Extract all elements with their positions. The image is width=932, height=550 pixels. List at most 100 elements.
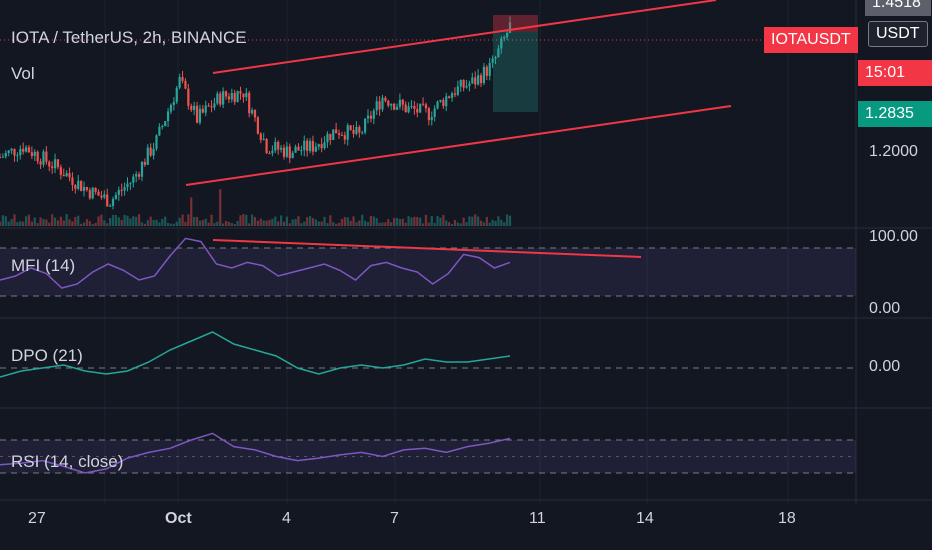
candle-body bbox=[297, 146, 300, 151]
candle-body bbox=[453, 93, 457, 95]
volume-bar bbox=[369, 215, 373, 226]
candle-body bbox=[106, 194, 109, 207]
candle-body bbox=[468, 83, 471, 87]
volume-bar bbox=[259, 218, 262, 226]
candle-body bbox=[387, 100, 390, 106]
candle-body bbox=[419, 103, 422, 113]
candle-body bbox=[135, 174, 138, 177]
candle-body bbox=[10, 148, 13, 151]
candle-body bbox=[88, 189, 91, 199]
candle-body bbox=[277, 141, 280, 150]
candle-body bbox=[488, 62, 491, 76]
candle-body bbox=[268, 153, 271, 155]
volume-bar bbox=[456, 222, 459, 226]
candle-body bbox=[358, 127, 361, 133]
candle-body bbox=[68, 173, 71, 178]
volume-bar bbox=[468, 216, 471, 226]
volume-bar bbox=[27, 214, 31, 226]
volume-bar bbox=[59, 216, 62, 226]
candle-body bbox=[198, 108, 202, 123]
volume-bar bbox=[184, 221, 187, 226]
volume-bar bbox=[413, 216, 416, 226]
candle-body bbox=[94, 187, 97, 192]
volume-bar bbox=[149, 216, 152, 226]
volume-bar bbox=[172, 223, 175, 226]
candle-body bbox=[248, 92, 251, 114]
candle-body bbox=[459, 79, 462, 87]
volume-bar bbox=[100, 214, 103, 226]
top-price-tag: 1.4518 bbox=[865, 0, 931, 16]
candle-body bbox=[19, 148, 22, 156]
currency-selector[interactable]: USDT bbox=[868, 21, 928, 47]
volume-bar bbox=[230, 223, 233, 226]
volume-bar bbox=[7, 221, 10, 226]
candle-body bbox=[126, 183, 129, 188]
candle-body bbox=[71, 177, 74, 186]
candle-body bbox=[416, 108, 419, 113]
volume-bar bbox=[65, 214, 68, 226]
volume-bar bbox=[262, 220, 265, 226]
candle-body bbox=[97, 191, 100, 196]
candle-body bbox=[271, 150, 274, 154]
mfi-band-fill bbox=[0, 248, 856, 296]
volume-bar bbox=[48, 222, 51, 226]
candle-body bbox=[471, 77, 474, 84]
x-tick-11: 11 bbox=[529, 510, 546, 527]
candle-body bbox=[27, 147, 31, 153]
candle-body bbox=[329, 133, 332, 140]
volume-bar bbox=[91, 223, 94, 226]
volume-bar bbox=[323, 216, 326, 226]
volume-bar bbox=[300, 223, 303, 226]
volume-bar bbox=[190, 197, 193, 226]
mfi-pane-label: MFI (14) bbox=[11, 256, 76, 275]
volume-bar bbox=[474, 214, 477, 226]
volume-bar bbox=[277, 221, 280, 226]
volume-bar bbox=[233, 223, 236, 226]
candle-body bbox=[219, 93, 222, 105]
mfi-bottom-label: 0.00 bbox=[869, 300, 901, 317]
candle-body bbox=[436, 101, 439, 109]
volume-bar bbox=[82, 222, 86, 226]
volume-bar bbox=[175, 221, 178, 226]
volume-bar bbox=[462, 217, 465, 226]
candle-body bbox=[74, 185, 77, 189]
volume-bar bbox=[479, 220, 483, 226]
volume-bar bbox=[503, 222, 506, 226]
volume-bar bbox=[256, 220, 259, 226]
volume-bar bbox=[39, 217, 42, 226]
candle-body bbox=[161, 126, 164, 128]
candle-body bbox=[456, 86, 459, 95]
volume-bar bbox=[164, 216, 167, 226]
candle-body bbox=[282, 147, 286, 157]
volume-bar bbox=[106, 223, 109, 226]
volume-bar bbox=[268, 219, 271, 226]
volume-bar bbox=[22, 221, 25, 226]
volume-bar bbox=[109, 217, 112, 226]
mfi-line bbox=[0, 237, 511, 289]
volume-bar bbox=[326, 223, 329, 226]
candle-body bbox=[421, 103, 425, 105]
candle-body bbox=[485, 66, 488, 76]
candle-body bbox=[143, 162, 146, 165]
candle-body bbox=[366, 115, 370, 119]
volume-bar bbox=[416, 216, 419, 226]
candle-body bbox=[378, 101, 381, 110]
candle-body bbox=[395, 106, 399, 110]
volume-bar bbox=[33, 217, 36, 226]
volume-bar bbox=[166, 222, 170, 226]
volume-bar bbox=[335, 223, 338, 226]
candle-body bbox=[158, 126, 161, 136]
volume-bar bbox=[195, 216, 199, 226]
volume-bar bbox=[24, 216, 28, 226]
candle-body bbox=[65, 173, 68, 177]
volume-bar bbox=[294, 219, 297, 226]
candle-body bbox=[404, 104, 407, 113]
candle-body bbox=[42, 151, 45, 165]
candle-body bbox=[149, 147, 152, 156]
volume-bar bbox=[282, 221, 286, 226]
volume-bar bbox=[45, 219, 48, 226]
volume-bar bbox=[213, 223, 216, 226]
volume-bar bbox=[85, 219, 89, 226]
